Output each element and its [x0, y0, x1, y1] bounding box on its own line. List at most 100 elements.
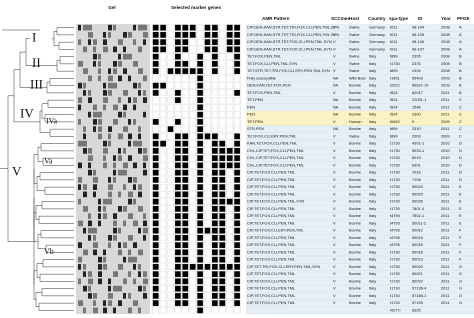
gel-band	[133, 162, 137, 169]
cell-year: 2011	[441, 112, 449, 117]
gene-absent	[226, 111, 233, 118]
gel-band	[128, 32, 132, 38]
gene-absent	[219, 89, 226, 96]
gel-band	[98, 61, 101, 67]
cell-scc: V	[333, 54, 336, 59]
cell-year: 2011	[441, 104, 449, 109]
cell-pfge: G	[459, 271, 462, 276]
gene-absent	[204, 104, 211, 111]
gene-absent	[189, 227, 196, 234]
gene-present	[211, 220, 218, 227]
gel-band	[138, 140, 142, 147]
gene-present	[182, 184, 189, 191]
cell-pfge: F	[459, 257, 462, 262]
gel-band	[103, 206, 106, 212]
cell-spa: t524	[390, 104, 398, 109]
cell-pfge: C	[459, 119, 462, 124]
gel-band	[133, 104, 136, 111]
gene-present	[234, 169, 241, 176]
gel-band	[78, 104, 81, 111]
gel-band	[113, 307, 116, 314]
cell-year: 2011	[441, 235, 449, 240]
cell-country: Italy	[369, 83, 376, 88]
gene-present	[152, 39, 159, 46]
gel-band	[118, 75, 122, 82]
gel-band	[83, 264, 86, 270]
cell-id: 50019	[412, 257, 423, 262]
gene-absent	[167, 97, 174, 104]
cell-year: 2011	[441, 242, 449, 247]
cluster-label: IVa	[46, 117, 58, 126]
gene-present	[219, 278, 226, 285]
gene-present	[152, 162, 159, 169]
gel-band	[143, 227, 148, 234]
gene-absent	[160, 147, 167, 154]
gene-present	[152, 271, 159, 278]
cell-country: Italy	[369, 213, 376, 218]
gel-band	[123, 206, 127, 212]
cell-year: 2011	[441, 184, 449, 189]
gel-band	[143, 285, 146, 292]
cell-amr: TET,PEN	[247, 97, 263, 102]
gene-present	[152, 300, 159, 307]
gene-present	[174, 271, 181, 278]
cell-pfge: E	[459, 206, 462, 211]
gene-absent	[167, 205, 174, 212]
gene-absent	[189, 292, 196, 299]
gene-absent	[167, 307, 174, 314]
gene-absent	[167, 234, 174, 241]
gene-present	[211, 292, 218, 299]
gene-present	[174, 205, 181, 212]
cell-id: 50025	[412, 191, 423, 196]
gel-band	[78, 256, 82, 263]
cell-year: 2011	[441, 220, 449, 225]
gene-absent	[204, 242, 211, 249]
cell-host: Bovine	[349, 162, 361, 167]
cell-scc: V	[333, 235, 336, 240]
gel-band	[123, 256, 126, 263]
gene-present	[211, 205, 218, 212]
gel-band	[118, 191, 121, 198]
cell-id: 66621-10	[412, 83, 429, 88]
gene-absent	[182, 126, 189, 133]
cell-spa: t011	[390, 32, 397, 37]
gel-band	[128, 198, 132, 205]
gene-present	[219, 242, 226, 249]
gel-band	[143, 148, 147, 154]
gene-absent	[189, 75, 196, 82]
gene-present	[152, 184, 159, 191]
gene-present	[211, 46, 218, 53]
host-header: Host	[349, 16, 360, 21]
gene-present	[219, 147, 226, 154]
gel-band	[83, 227, 86, 234]
gel-band	[108, 90, 112, 96]
gel-band	[133, 119, 136, 125]
gel-band	[118, 169, 123, 176]
gel-band	[103, 256, 106, 263]
gene-absent	[182, 104, 189, 111]
gel-band	[108, 68, 111, 74]
cell-id: 50020	[412, 264, 424, 269]
gene-absent	[167, 53, 174, 60]
gene-present	[182, 278, 189, 285]
gene-present	[234, 227, 241, 234]
gene-present	[234, 256, 241, 263]
cell-scc: V	[333, 162, 336, 167]
gel-band	[128, 307, 132, 314]
gene-absent	[160, 184, 167, 191]
cluster-label: III	[30, 77, 43, 92]
gene-present	[197, 68, 204, 75]
cluster-label: II	[32, 55, 41, 70]
gene-present	[197, 205, 204, 212]
cell-amr: CHL,CIP,TET,FOX,CLI,PEN,TML	[247, 148, 305, 153]
cell-scc: V	[333, 119, 336, 124]
gene-present	[226, 162, 233, 169]
gel-band	[108, 300, 112, 306]
gene-absent	[226, 191, 233, 198]
gene-absent	[189, 155, 196, 162]
cell-year: 2011	[441, 286, 449, 291]
cell-host: Bovine	[349, 300, 361, 305]
gene-present	[160, 82, 167, 89]
gene-present	[160, 140, 167, 147]
cluster-label: Vb	[44, 247, 54, 256]
